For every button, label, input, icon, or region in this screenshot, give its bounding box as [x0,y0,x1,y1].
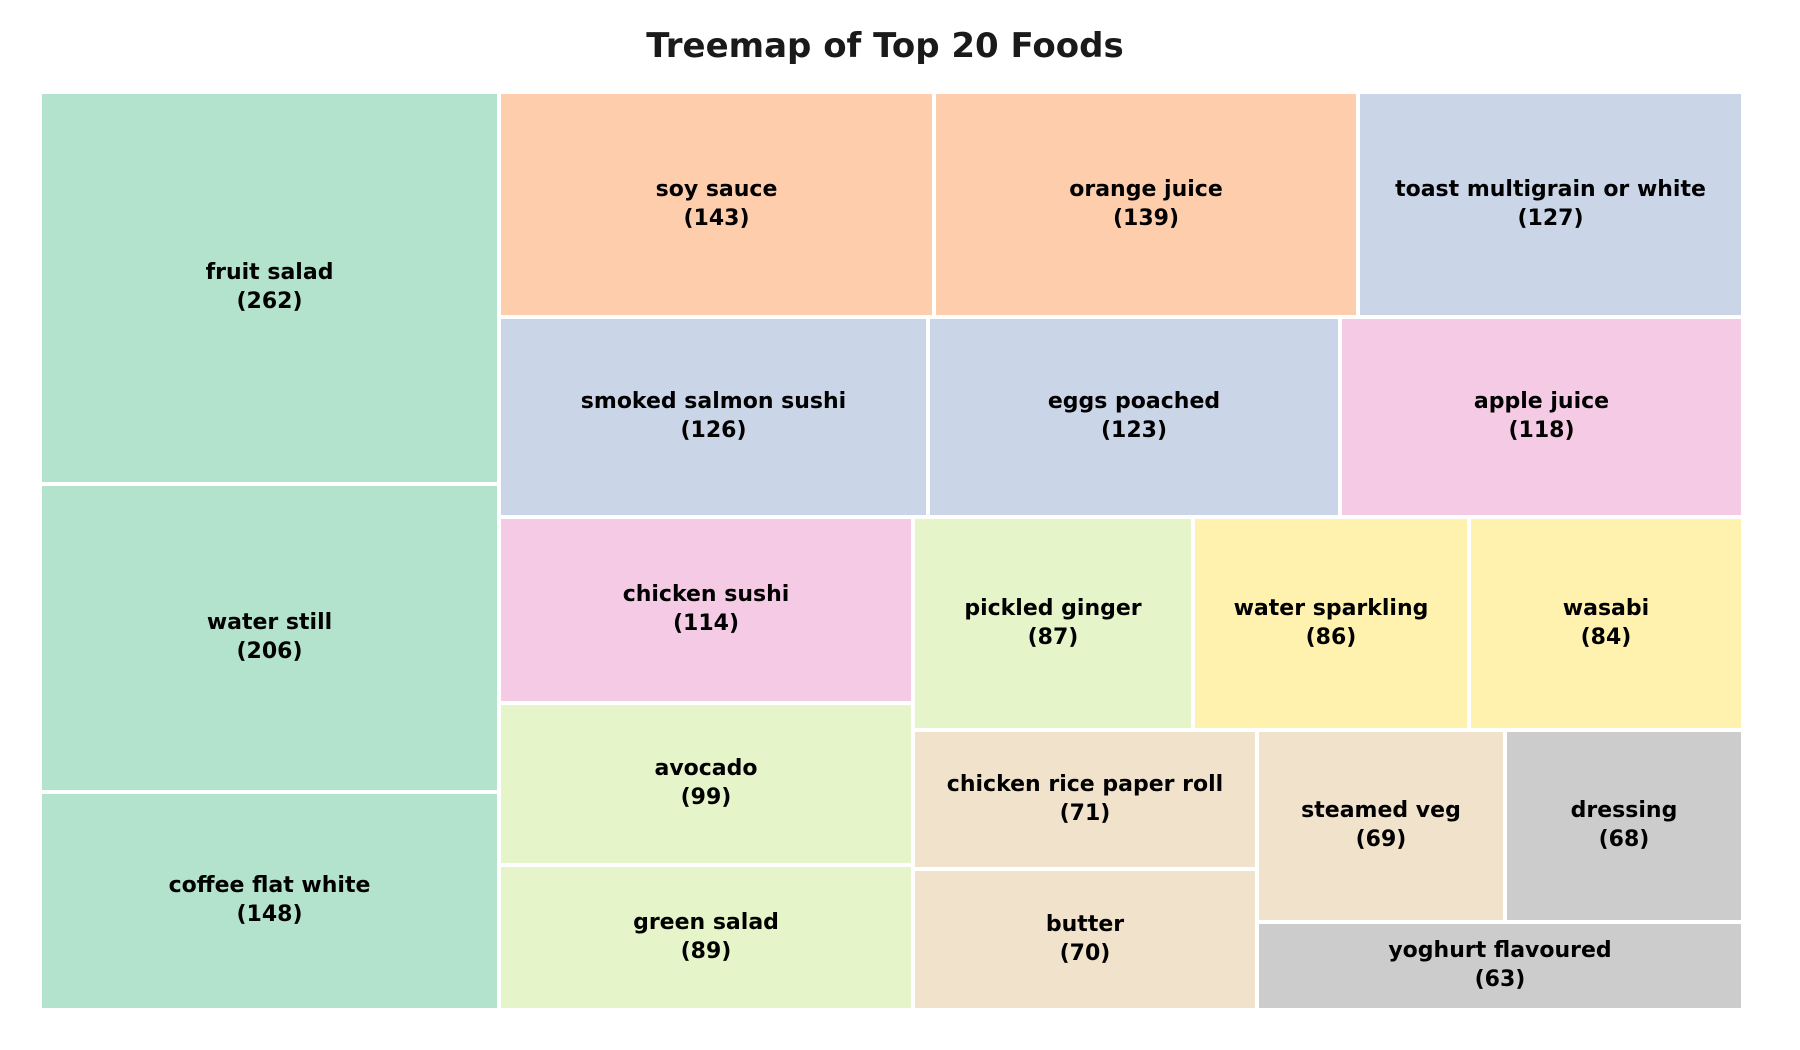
treemap-tile: soy sauce (143) [501,94,932,315]
tile-value: (89) [680,938,732,964]
tile-value: (87) [1027,624,1079,650]
tile-label: dressing [1570,798,1678,824]
treemap-tile: chicken sushi (114) [501,519,911,701]
tile-value: (99) [680,785,732,810]
treemap-tile: chicken rice paper roll (71) [915,732,1255,867]
tile-label: pickled ginger [964,595,1142,621]
tile-value: (69) [1355,827,1407,852]
tile-value: (84) [1580,624,1632,650]
treemap-tile: water still (206) [42,486,497,790]
tile-label: toast multigrain or white [1395,176,1706,202]
tile-label: eggs poached [1047,389,1221,415]
treemap-tile: dressing (68) [1507,732,1741,920]
treemap-tile: toast multigrain or white (127) [1360,94,1741,315]
treemap-tile: coffee flat white (148) [42,794,497,1008]
tile-label: water sparkling [1233,595,1429,621]
treemap-tile: green salad (89) [501,867,911,1008]
tile-label: avocado [654,756,758,782]
tile-value: (127) [1517,205,1584,231]
tile-label: fruit salad [205,260,334,286]
treemap-tile: butter (70) [915,871,1255,1008]
treemap-tile: avocado (99) [501,705,911,863]
tile-value: (70) [1059,940,1111,966]
tile-value: (143) [683,205,750,231]
tile-value: (139) [1112,205,1180,231]
tile-label: chicken sushi [622,582,790,608]
tile-label: steamed veg [1301,798,1461,824]
treemap-tile: yoghurt flavoured (63) [1259,924,1741,1008]
tile-value: (206) [236,639,303,664]
tile-value: (123) [1100,418,1168,443]
tile-value: (68) [1598,827,1650,852]
treemap-tile: smoked salmon sushi (126) [501,319,926,515]
tile-label: chicken rice paper roll [946,771,1224,797]
treemap-tile: eggs poached (123) [930,319,1338,515]
tile-value: (71) [1059,800,1111,826]
chart-title: Treemap of Top 20 Foods [646,26,1124,66]
tile-label: smoked salmon sushi [580,389,847,415]
tile-value: (148) [236,902,303,927]
tile-label: soy sauce [655,176,778,202]
tile-value: (63) [1474,967,1526,992]
tile-value: (126) [680,418,747,443]
treemap-tile: fruit salad (262) [42,94,497,482]
treemap-tile: water sparkling (86) [1195,519,1467,728]
treemap-tile: apple juice (118) [1342,319,1741,515]
treemap-tile: steamed veg (69) [1259,732,1503,920]
tile-value: (262) [236,289,303,314]
tile-value: (114) [672,611,740,636]
tile-value: (118) [1508,418,1575,443]
tile-label: water still [206,610,333,636]
tile-label: orange juice [1069,176,1223,202]
tile-label: butter [1045,911,1125,937]
treemap-tile: pickled ginger (87) [915,519,1191,728]
treemap-tile: orange juice (139) [936,94,1356,315]
tile-value: (86) [1305,624,1357,650]
tile-label: green salad [633,909,779,935]
tile-label: apple juice [1473,389,1610,415]
tile-label: wasabi [1562,595,1650,621]
tile-label: coffee flat white [168,873,371,899]
treemap-tile: wasabi (84) [1471,519,1741,728]
tile-label: yoghurt flavoured [1388,938,1612,964]
